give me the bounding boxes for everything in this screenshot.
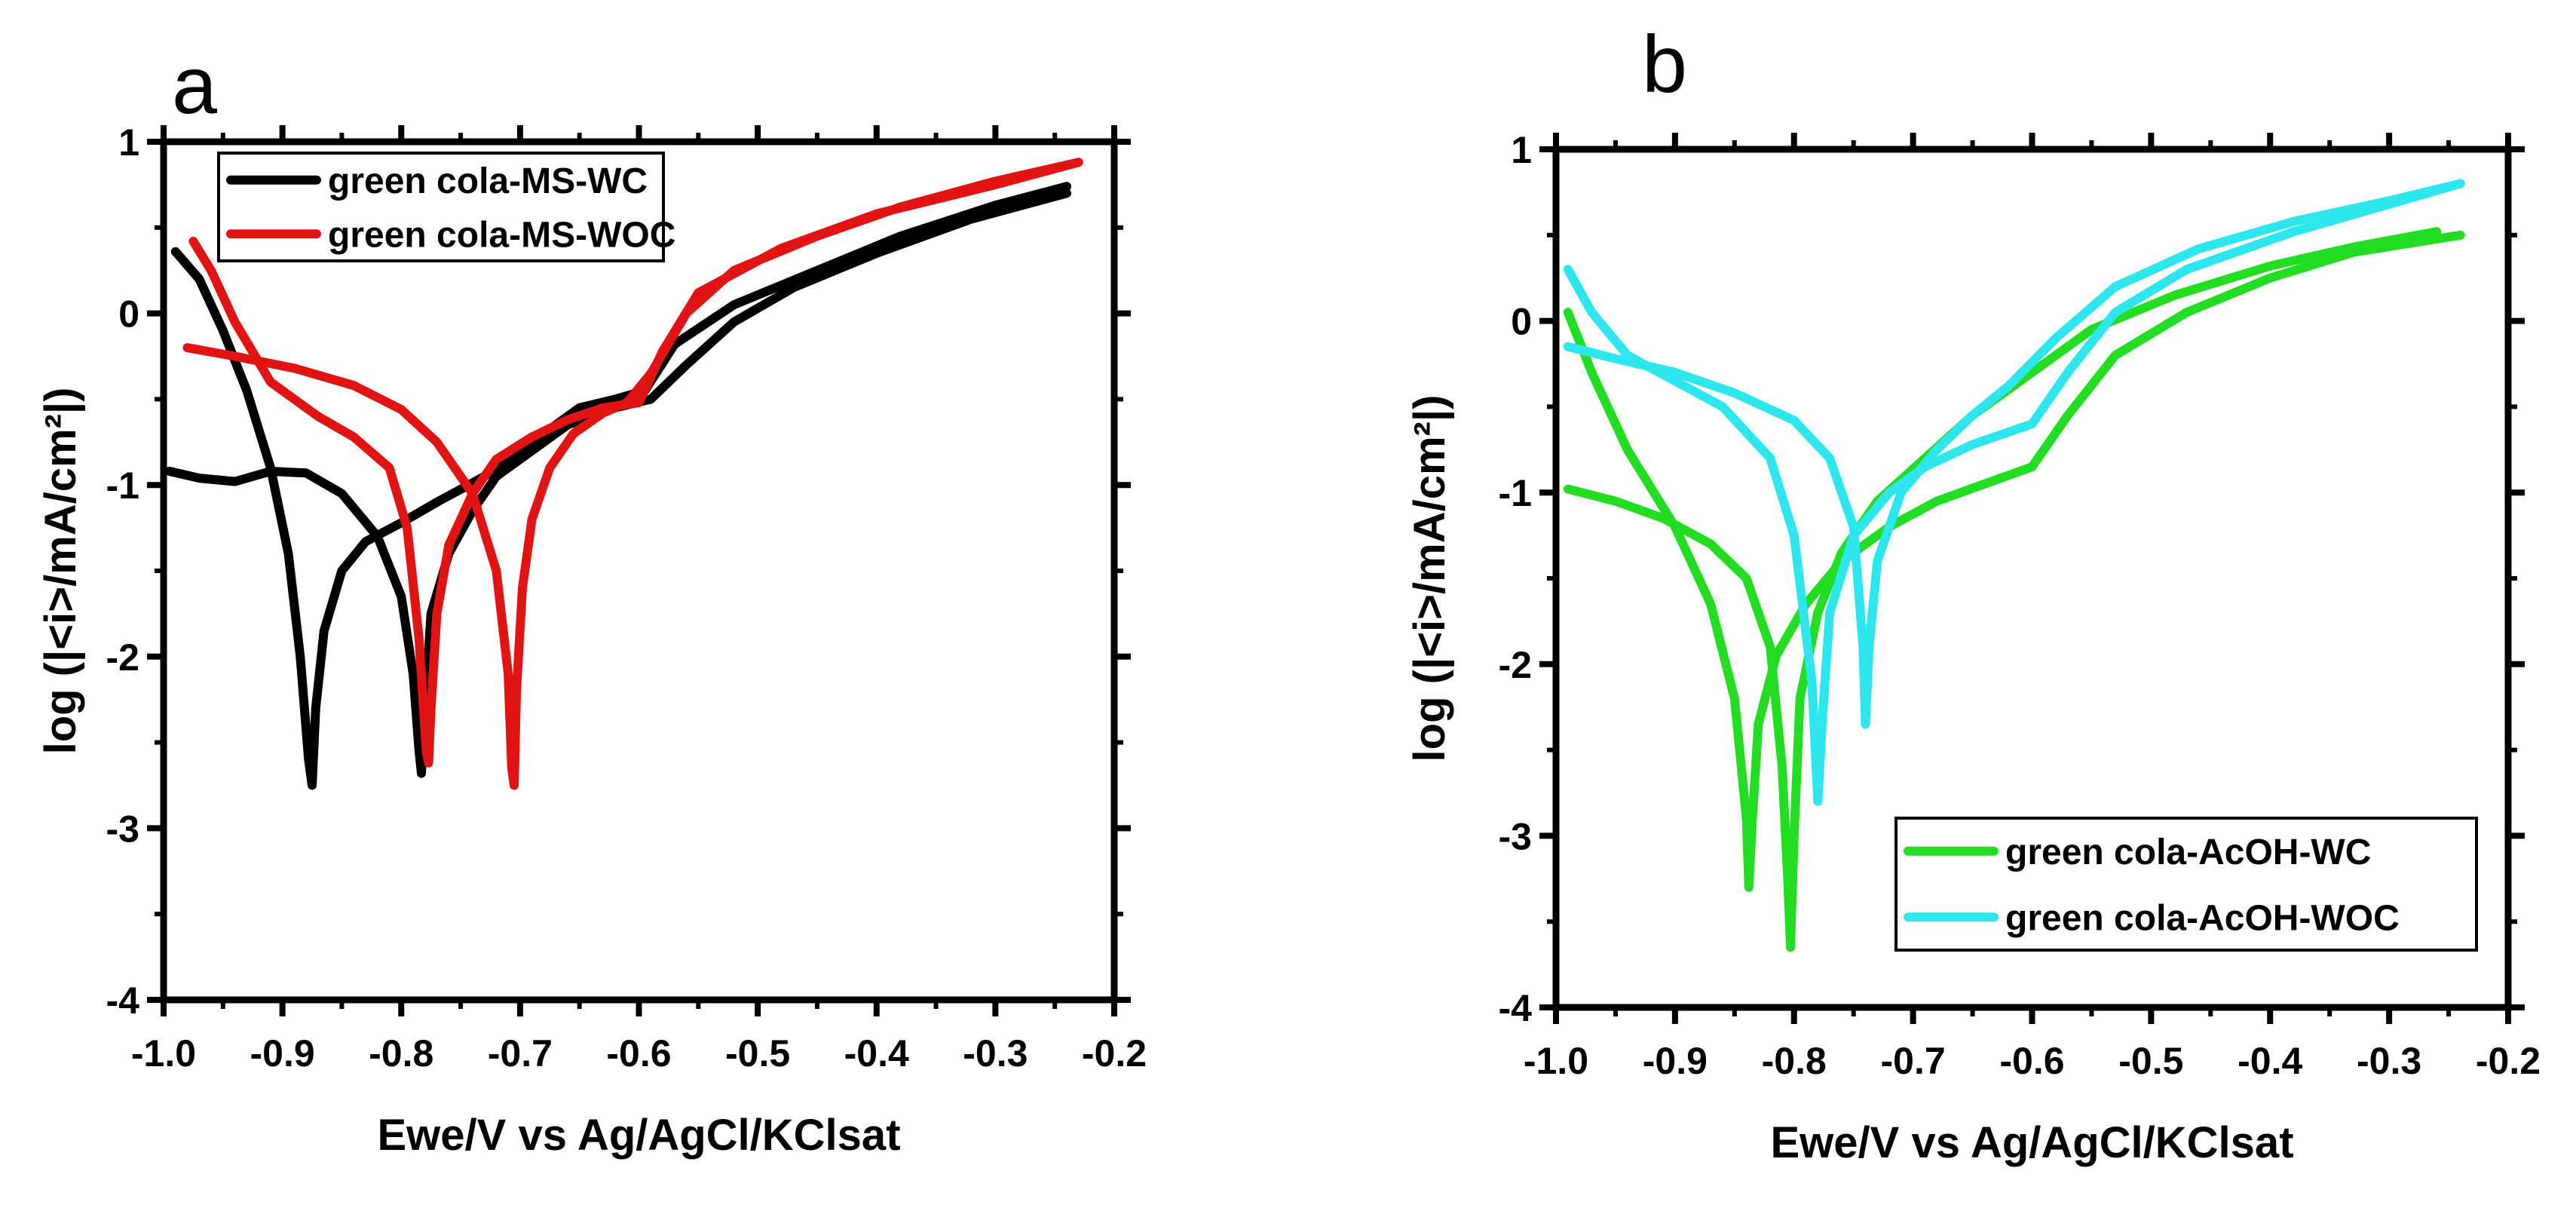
legend-box [1894,817,2478,952]
x-tick-label: -0.7 [1881,1040,1946,1082]
panel-label: a [172,39,218,130]
legend-label: green cola-AcOH-WOC [2005,898,2400,938]
x-tick-label: -0.3 [963,1032,1028,1075]
legend-label: green cola-MS-WC [328,161,648,201]
x-tick-label: -0.9 [1643,1040,1708,1082]
x-tick-label: -0.8 [1762,1040,1827,1082]
y-tick-label: 0 [1511,301,1532,343]
x-axis-label: Ewe/V vs Ag/AgCl/KClsat [377,1111,900,1160]
y-tick-label: -4 [106,979,140,1022]
x-tick-label: -1.0 [131,1032,196,1075]
x-tick-label: -0.6 [1999,1040,2064,1082]
y-tick-label: -4 [1499,987,1533,1029]
y-tick-label: 0 [118,293,139,336]
y-tick-label: -2 [1499,644,1532,686]
series-line-green-cola-acoh-wc-0 [1563,230,2465,892]
x-tick-label: -0.4 [2238,1040,2302,1082]
x-tick-label: -0.6 [606,1032,671,1075]
x-tick-label: -0.2 [1082,1032,1147,1075]
x-axis-label: Ewe/V vs Ag/AgCl/KClsat [1770,1118,2293,1167]
chart-panel-b: -1.0 -0.9 -0.8 -0.7 -0.6 -0.5 -0.4 -0.3 -0.2 1 0 -1… [1405,18,2541,1167]
legend-label: green cola-AcOH-WC [2005,832,2371,872]
panel-label: b [1642,18,1687,109]
curves [164,158,1083,790]
x-tick-label: -0.8 [369,1032,433,1075]
y-tick-label: -1 [106,464,139,507]
legend: green cola-MS-WC green cola-MS-WOC [217,152,675,262]
y-tick-label: -3 [1499,815,1532,857]
chart-panel-a: -1.0 -0.9 -0.8 -0.7 -0.6 -0.5 -0.4 -0.3 -0.2 1 0 -1… [36,39,1147,1160]
x-tick-label: -0.5 [725,1032,790,1075]
y-axis-label: log (|<i>/mA/cm²|) [1405,395,1454,762]
series-line-green-cola-acoh-woc-3 [1563,179,2465,729]
x-tick-label: -0.7 [488,1032,553,1075]
x-tick-label: -0.4 [844,1032,909,1075]
plot-frame [160,138,1118,1004]
curves [1563,179,2465,952]
x-tick-label: -0.3 [2357,1040,2421,1082]
x-tick-label: -1.0 [1524,1040,1588,1082]
legend: green cola-AcOH-WC green cola-AcOH-WOC [1894,817,2478,952]
y-tick-label: -2 [106,636,139,679]
series-line-green-cola-ms-woc-3 [182,158,1083,790]
legend-box [217,152,665,262]
series-line-green-cola-ms-wc-0 [170,182,1071,790]
x-tick-label: -0.2 [2476,1040,2541,1082]
y-tick-label: -1 [1499,472,1532,514]
x-tick-label: -0.5 [2118,1040,2183,1082]
y-tick-label: 1 [118,121,139,164]
legend-label: green cola-MS-WOC [328,215,675,255]
x-tick-label: -0.9 [250,1032,315,1075]
y-axis-label: log (|<i>/mA/cm²|) [36,388,85,755]
y-tick-label: 1 [1511,129,1532,171]
series-line-green-cola-acoh-woc-2 [1563,179,2465,806]
y-tick-label: -3 [106,808,139,850]
